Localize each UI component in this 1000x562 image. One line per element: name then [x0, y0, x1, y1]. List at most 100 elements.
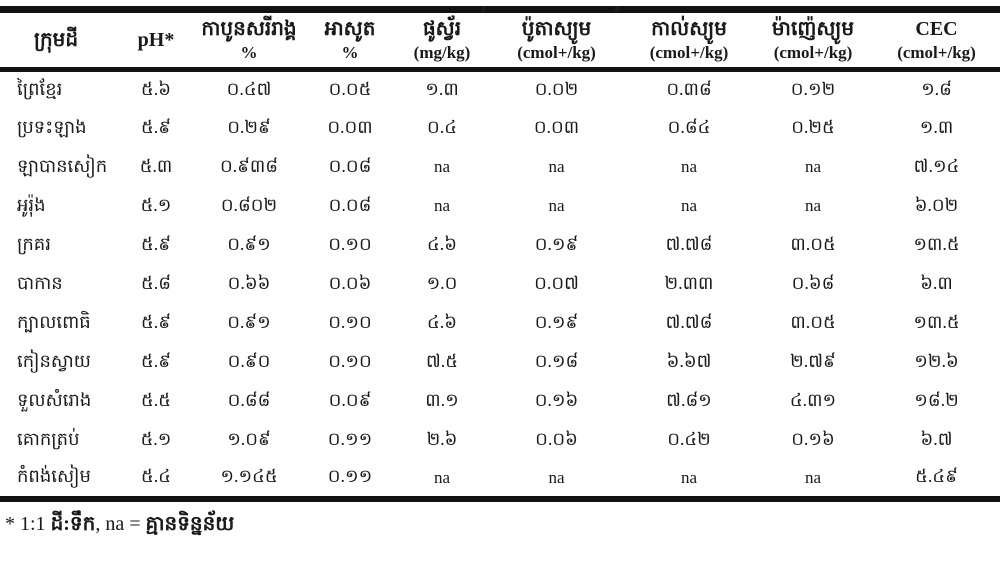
column-header-7: កាល់ស្យូម (cmol+/kg): [649, 17, 729, 62]
column-header-3: កាបូនសរីរាង្គ%: [201, 17, 297, 62]
value-cell: ០.១១: [327, 428, 373, 449]
soil-group-name: អូរ៉ុង: [17, 194, 46, 215]
value-cell: ០.៩០: [227, 350, 271, 371]
value-cell: ០.០៦: [328, 272, 372, 293]
value-cell: ១.៣: [425, 78, 459, 99]
value-cell: ០.៨៤: [667, 116, 711, 137]
soil-properties-table: ក្រុមដី pH* កាបូនសរីរាង្គ% អាសូត% ផូស្វ័រ (mg…: [0, 6, 1000, 502]
table-row: ក្រគរ ៥.៩ ០.៩១ ០.១០ ៤.៦ ០.១៩ ៧.៧៨ ៣.០៥ ១៣.៥: [0, 226, 1000, 265]
value-cell: ៤.៣១: [789, 389, 837, 410]
value-cell: ១៣.៥: [913, 233, 960, 254]
soil-group-name: ឡាបានសៀក: [17, 155, 108, 176]
soil-group-name: ប្រទះឡាង: [17, 116, 87, 137]
value-cell: ០.៦៨: [791, 272, 835, 293]
value-cell: na: [548, 467, 565, 487]
value-cell: na: [433, 467, 451, 487]
value-cell: ០.០៨: [328, 194, 372, 215]
value-cell: ០.១៩: [534, 233, 579, 254]
column-header-4: អាសូត%: [324, 17, 376, 62]
value-cell: ៣.០៥: [790, 311, 836, 332]
value-cell: ០.៩១: [227, 233, 271, 254]
table-row: កៀនស្វាយ ៥.៩ ០.៩០ ០.១០ ៧.៥ ០.១៨ ៦.៦៧ ២.៧៩ ១២.៦: [0, 343, 1000, 382]
column-header-5: ផូស្វ័រ (mg/kg): [413, 17, 471, 62]
column-header-6: ប៉ូតាស្យូម (cmol+/kg): [517, 17, 596, 62]
value-cell: ៥.៩: [141, 116, 171, 137]
soil-group-name: គោកត្រប់: [17, 428, 80, 449]
table-footnote: * 1:1 ដី:ទឹក, na = គ្មានទិន្នន័យ: [5, 512, 1000, 536]
value-cell: ០.២៩: [227, 116, 271, 137]
value-cell: ៦.០២: [914, 194, 959, 215]
value-cell: ២.៧៩: [790, 350, 836, 371]
table-row: ប្រទះឡាង ៥.៩ ០.២៩ ០.០៣ ០.៤ ០.០៣ ០.៨៤ ០.២៥ ១.៣: [0, 109, 1000, 148]
value-cell: ៥.៩: [141, 350, 171, 371]
value-cell: ៥.៦: [141, 78, 171, 99]
value-cell: ០.១៩: [534, 311, 579, 332]
footnote-middle: , na =: [95, 512, 146, 535]
value-cell: ៥.៥: [141, 389, 171, 410]
value-cell: ០.៨៨: [227, 389, 271, 410]
value-cell: ៧.៨១: [666, 389, 712, 410]
soil-group-name: កំពង់សៀម: [17, 466, 91, 486]
value-cell: ០.១០: [328, 233, 372, 254]
header-row: ក្រុមដី pH* កាបូនសរីរាង្គ% អាសូត% ផូស្វ័រ (mg…: [0, 10, 1000, 70]
value-cell: ១.៣: [919, 116, 954, 137]
cropped-caption-remnant: [482, 6, 485, 13]
value-cell: ៤.៦: [427, 233, 457, 254]
value-cell: ០.៤៧: [226, 78, 272, 99]
value-cell: ១៣.៥: [913, 311, 960, 332]
value-cell: na: [680, 467, 698, 487]
footnote-prefix: * 1:1: [5, 512, 51, 535]
column-header-1: ក្រុមដី: [34, 28, 79, 51]
value-cell: ៦.៦៧: [666, 350, 712, 371]
value-cell: na: [680, 196, 698, 215]
value-cell: ៣.១: [425, 389, 459, 410]
value-cell: ៥.១: [140, 194, 172, 215]
value-cell: ០.០៧: [534, 272, 579, 293]
table-body: ព្រៃខ្មែរ ៥.៦ ០.៤៧ ០.០៥ ១.៣ ០.០២ ០.៣៨ ០.១២ ១.៨ ប្…: [0, 70, 1000, 499]
value-cell: ៥.៩: [141, 233, 171, 254]
value-cell: ០.៦៦: [227, 272, 271, 293]
value-cell: na: [804, 196, 822, 215]
value-cell: ០.១២: [790, 78, 836, 99]
value-cell: ៥.៩: [141, 311, 171, 332]
value-cell: ១២.៦: [914, 350, 959, 371]
value-cell: na: [433, 157, 451, 176]
value-cell: ១.៨: [921, 78, 952, 99]
column-header-8: ម៉ាញ៉េស្យូម (cmol+/kg): [771, 17, 855, 62]
value-cell: na: [680, 157, 698, 176]
value-cell: ០.១៨: [534, 350, 579, 371]
value-cell: ០.៩៣៨: [219, 155, 279, 176]
value-cell: ០.៩១: [227, 311, 271, 332]
value-cell: ០.១០: [328, 350, 372, 371]
value-cell: ០.១៦: [791, 428, 835, 449]
value-cell: ២.៦: [426, 428, 458, 449]
footnote-no-data: គ្មានទិន្នន័យ: [145, 512, 235, 535]
value-cell: ០.០៦: [535, 428, 578, 449]
soil-group-name: កៀនស្វាយ: [17, 350, 91, 371]
value-cell: ០.០៨: [328, 155, 372, 176]
value-cell: ១.០: [426, 272, 458, 293]
value-cell: na: [433, 196, 451, 215]
table-row: អូរ៉ុង ៥.១ ០.៨០២ ០.០៨ na na na na ៦.០២: [0, 187, 1000, 226]
value-cell: ៣.០៥: [790, 233, 836, 254]
value-cell: ៥.១: [140, 428, 172, 449]
value-cell: ២.៣៣: [664, 272, 714, 293]
table-row: កំពង់សៀម ៥.៤ ១.១៤៥ ០.១១ na na na na ៥.៤៩: [0, 460, 1000, 499]
value-cell: ១.១៤៥: [220, 466, 278, 486]
value-cell: ៦.៧: [920, 428, 953, 449]
value-cell: ៧.៧៨: [665, 233, 713, 254]
value-cell: ០.០៥: [328, 78, 372, 99]
value-cell: ០.០៣: [327, 116, 373, 137]
value-cell: ១.០៩: [227, 428, 271, 449]
value-cell: ០.០៩: [328, 389, 372, 410]
value-cell: ០.៣៨: [666, 78, 712, 99]
value-cell: na: [804, 157, 822, 176]
table-row: ឡាបានសៀក ៥.៣ ០.៩៣៨ ០.០៨ na na na na ៧.១៤: [0, 148, 1000, 187]
value-cell: ០.៨០២: [220, 194, 278, 215]
paper-table-page: ក្រុមដី pH* កាបូនសរីរាង្គ% អាសូត% ផូស្វ័រ (mg…: [0, 6, 1000, 562]
value-cell: ៧.១៤: [913, 155, 960, 176]
column-header-9: CEC (cmol+/kg): [897, 17, 976, 62]
soil-group-name: ក្រគរ: [17, 233, 51, 254]
value-cell: ៥.៣: [139, 155, 173, 176]
footnote-soil-water: ដី:ទឹក: [50, 512, 96, 535]
